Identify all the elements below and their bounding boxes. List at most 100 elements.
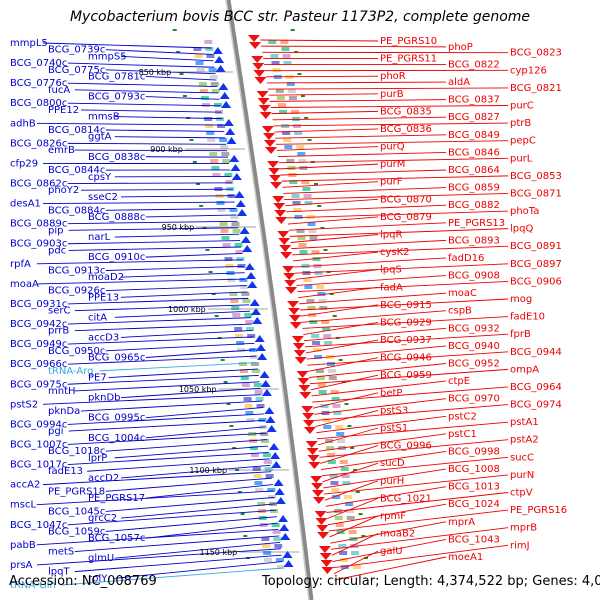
left-gene-label[interactable]: PPE13: [88, 292, 119, 303]
left-gene-label[interactable]: BCG_1059c: [48, 526, 105, 537]
right-gene-label[interactable]: pepC: [510, 136, 536, 147]
left-gene-label[interactable]: serC: [48, 306, 70, 317]
right-gene-label[interactable]: BCG_0822: [448, 59, 500, 70]
right-gene-label[interactable]: BCG_0846: [448, 147, 500, 158]
left-gene-label[interactable]: phoY2: [48, 185, 79, 196]
left-gene-label[interactable]: BCG_0910c: [88, 252, 145, 263]
right-gene-label[interactable]: pstC2: [448, 411, 477, 422]
right-gene-label[interactable]: cysK2: [380, 247, 410, 258]
left-gene-label[interactable]: prrB: [48, 326, 69, 337]
left-gene-label[interactable]: pknDa: [48, 406, 80, 417]
left-gene-label[interactable]: BCG_0966c: [10, 359, 67, 370]
left-gene-label[interactable]: BCG_0800c: [10, 98, 67, 109]
right-gene-label[interactable]: BCG_0835: [380, 106, 432, 117]
right-gene-label[interactable]: fadD16: [448, 253, 484, 264]
right-gene-label[interactable]: rpmF: [380, 511, 406, 522]
left-gene-label[interactable]: ggtA: [88, 132, 112, 143]
right-gene-label[interactable]: BCG_0908: [448, 271, 500, 282]
left-gene-label[interactable]: accA2: [10, 480, 40, 491]
left-gene-label[interactable]: BCG_1004c: [88, 433, 145, 444]
right-gene-label[interactable]: betP: [380, 388, 402, 399]
right-gene-label[interactable]: moaB2: [380, 529, 415, 540]
left-gene-label[interactable]: tRNA-Gln: [10, 580, 56, 591]
left-gene-label[interactable]: rpfA: [10, 259, 31, 270]
right-gene-label[interactable]: ctpE: [448, 376, 470, 387]
left-gene-label[interactable]: BCG_0903c: [10, 239, 67, 250]
left-gene-label[interactable]: adhB: [10, 118, 36, 129]
left-gene-label[interactable]: PE_PGRS17: [88, 493, 145, 504]
left-gene-label[interactable]: grcC2: [88, 513, 117, 524]
left-gene-label[interactable]: pip: [48, 225, 63, 236]
left-gene-label[interactable]: citA: [88, 312, 107, 323]
right-gene-label[interactable]: pstS1: [380, 423, 408, 434]
left-gene-label[interactable]: BCG_0994c: [10, 419, 67, 430]
right-gene-label[interactable]: BCG_1013: [448, 482, 500, 493]
left-gene-label[interactable]: BCG_1017c: [10, 460, 67, 471]
right-gene-label[interactable]: mog: [510, 294, 532, 305]
right-gene-label[interactable]: BCG_0823: [510, 48, 562, 59]
right-gene-label[interactable]: pstC1: [448, 429, 477, 440]
right-gene-label[interactable]: ctpV: [510, 488, 533, 499]
right-gene-label[interactable]: phoTa: [510, 206, 539, 217]
left-gene-label[interactable]: BCG_0826c: [10, 138, 67, 149]
right-gene-label[interactable]: BCG_0940: [448, 341, 500, 352]
right-gene-label[interactable]: fadE10: [510, 312, 545, 323]
right-gene-label[interactable]: BCG_0879: [380, 212, 432, 223]
right-gene-label[interactable]: BCG_0970: [448, 394, 500, 405]
right-gene-label[interactable]: BCG_0837: [448, 95, 500, 106]
left-gene-label[interactable]: BCG_0884c: [48, 205, 105, 216]
left-gene-label[interactable]: mntH: [48, 386, 76, 397]
right-gene-label[interactable]: cyp126: [510, 65, 547, 76]
right-gene-label[interactable]: BCG_0891: [510, 241, 562, 252]
right-gene-label[interactable]: BCG_0871: [510, 188, 562, 199]
left-gene-label[interactable]: BCG_0781c: [88, 71, 145, 82]
left-gene-label[interactable]: PE7: [88, 373, 107, 384]
left-gene-label[interactable]: cpsY: [88, 172, 112, 183]
right-gene-label[interactable]: BCG_0893: [448, 235, 500, 246]
right-gene-label[interactable]: mprA: [448, 517, 475, 528]
right-gene-label[interactable]: BCG_0996: [380, 441, 432, 452]
left-gene-label[interactable]: BCG_0838c: [88, 152, 145, 163]
right-gene-label[interactable]: purF: [380, 177, 403, 188]
right-gene-label[interactable]: moaC: [448, 288, 477, 299]
right-gene-label[interactable]: BCG_0937: [380, 335, 432, 346]
right-gene-label[interactable]: galU: [380, 546, 403, 557]
right-gene-label[interactable]: purQ: [380, 142, 405, 153]
right-gene-label[interactable]: BCG_0929: [380, 317, 432, 328]
left-gene-label[interactable]: tRNA-Arg: [48, 366, 93, 377]
left-gene-label[interactable]: BCG_0950c: [48, 346, 105, 357]
left-gene-label[interactable]: BCG_1007c: [10, 439, 67, 450]
right-gene-label[interactable]: BCG_0915: [380, 300, 432, 311]
left-gene-label[interactable]: pstS2: [10, 399, 38, 410]
left-gene-label[interactable]: moaD2: [88, 272, 124, 283]
right-gene-label[interactable]: BCG_0849: [448, 130, 500, 141]
left-gene-label[interactable]: BCG_0965c: [88, 352, 145, 363]
right-gene-label[interactable]: BCG_1024: [448, 499, 500, 510]
right-gene-label[interactable]: BCG_0853: [510, 171, 562, 182]
right-gene-label[interactable]: PE_PGRS16: [510, 505, 567, 516]
left-gene-label[interactable]: BCG_1057c: [88, 533, 145, 544]
left-gene-label[interactable]: sseC2: [88, 192, 118, 203]
right-gene-label[interactable]: moeA1: [448, 552, 483, 563]
right-gene-label[interactable]: ptrB: [510, 118, 531, 129]
left-gene-label[interactable]: metS: [48, 547, 74, 558]
left-gene-label[interactable]: fucA: [48, 85, 70, 96]
left-gene-label[interactable]: cfp29: [10, 158, 38, 169]
left-gene-label[interactable]: desA1: [10, 199, 41, 210]
left-gene-label[interactable]: fadE13: [48, 466, 83, 477]
left-gene-label[interactable]: BCG_0776c: [10, 78, 67, 89]
right-gene-label[interactable]: BCG_0998: [448, 446, 500, 457]
right-gene-label[interactable]: lpqS: [380, 265, 402, 276]
right-gene-label[interactable]: BCG_0864: [448, 165, 500, 176]
right-gene-label[interactable]: BCG_0959: [380, 370, 432, 381]
left-gene-label[interactable]: mmpL5: [10, 38, 48, 49]
left-gene-label[interactable]: BCG_0862c: [10, 179, 67, 190]
left-gene-label[interactable]: moaA: [10, 279, 39, 290]
left-gene-label[interactable]: BCG_0975c: [10, 379, 67, 390]
left-gene-label[interactable]: BCG_0931c: [10, 299, 67, 310]
right-gene-label[interactable]: fadA: [380, 282, 403, 293]
right-gene-label[interactable]: PE_PGRS11: [380, 54, 437, 65]
right-gene-label[interactable]: rimJ: [510, 540, 530, 551]
right-gene-label[interactable]: BCG_0964: [510, 382, 562, 393]
right-gene-label[interactable]: PE_PGRS10: [380, 36, 437, 47]
